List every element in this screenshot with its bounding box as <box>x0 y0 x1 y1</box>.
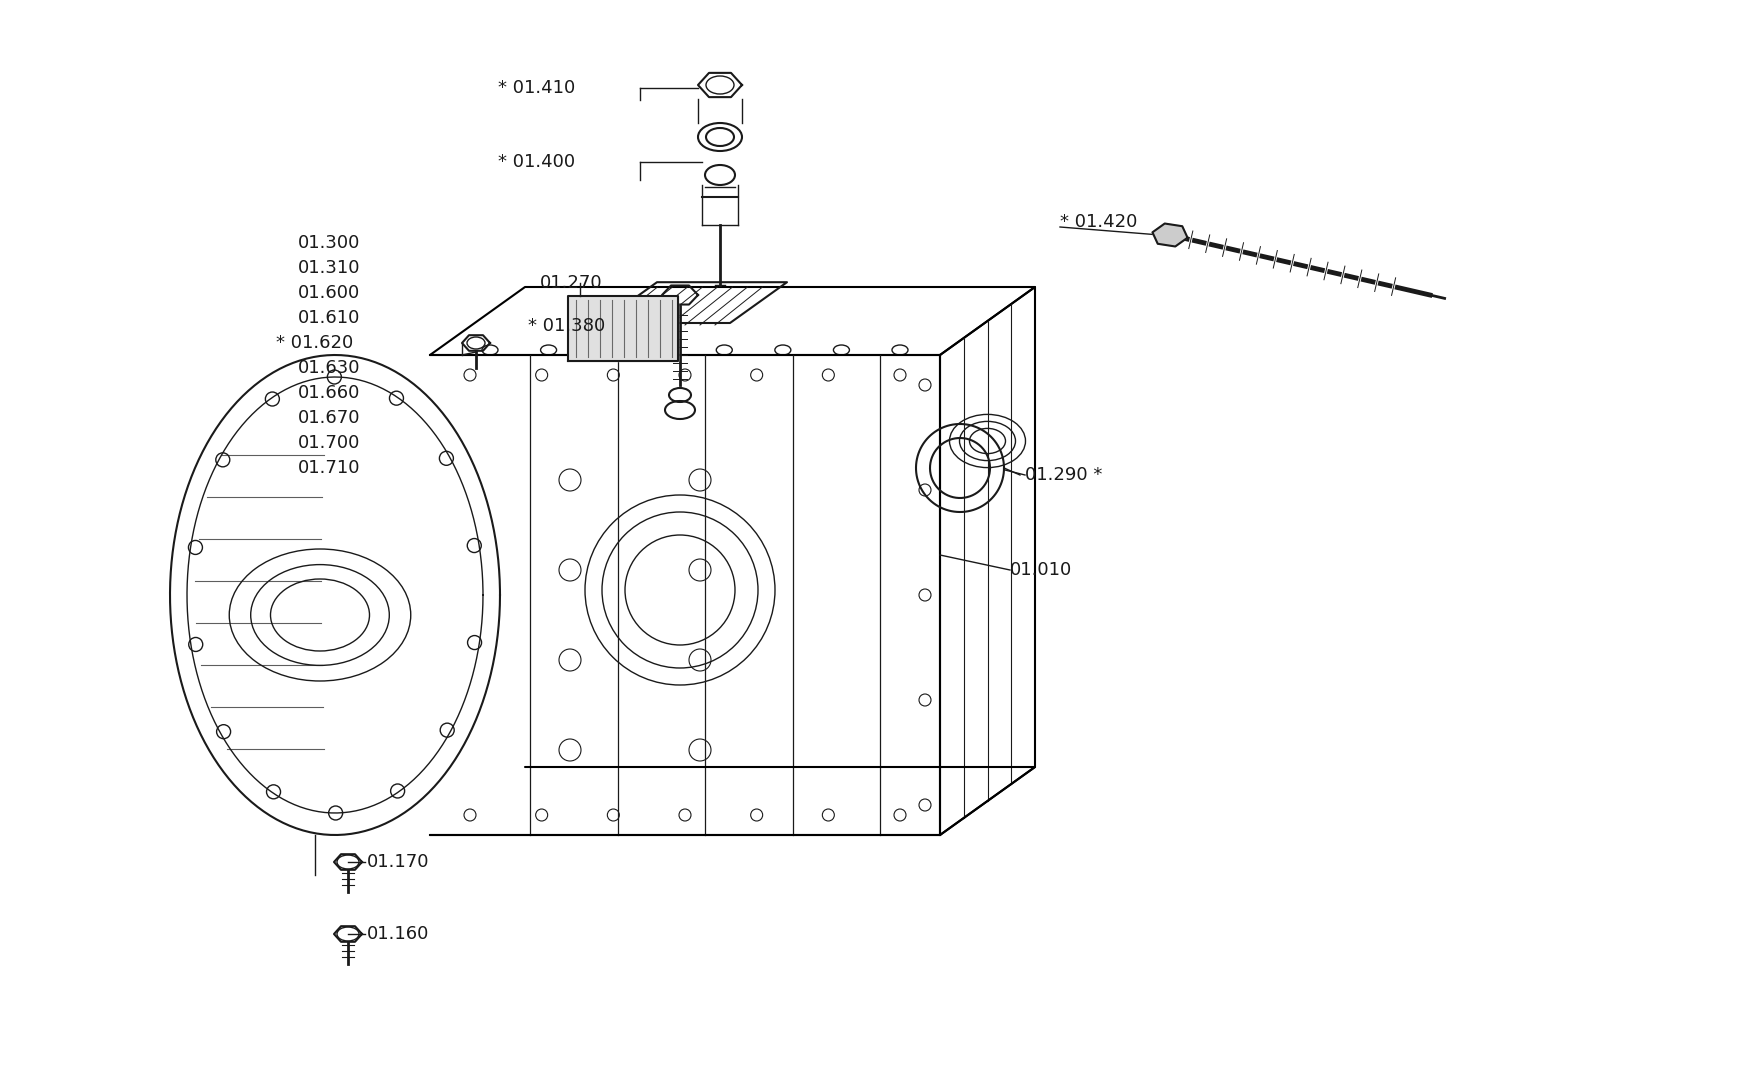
Text: * 01.420: * 01.420 <box>1060 213 1138 231</box>
Text: * 01.410: * 01.410 <box>497 78 576 97</box>
Text: * 01.620: * 01.620 <box>276 334 354 352</box>
Text: 01.270: 01.270 <box>541 274 602 292</box>
Text: 01.670: 01.670 <box>298 409 360 427</box>
Text: 01.290 *: 01.290 * <box>1026 467 1102 484</box>
Text: 01.630: 01.630 <box>298 359 360 377</box>
Text: 01.710: 01.710 <box>298 459 360 477</box>
Text: 01.170: 01.170 <box>368 853 429 871</box>
Text: 01.010: 01.010 <box>1010 561 1073 579</box>
Text: 01.660: 01.660 <box>298 384 360 402</box>
Text: * 01.380: * 01.380 <box>528 317 606 335</box>
Text: 01.310: 01.310 <box>298 259 360 277</box>
Polygon shape <box>569 296 677 361</box>
Polygon shape <box>1153 223 1188 246</box>
Text: 01.300: 01.300 <box>298 234 360 252</box>
Text: * 01.400: * 01.400 <box>499 153 576 171</box>
Text: 01.160: 01.160 <box>368 925 429 943</box>
Text: 01.700: 01.700 <box>298 434 360 452</box>
Text: 01.600: 01.600 <box>298 284 360 302</box>
Text: 01.610: 01.610 <box>298 308 360 327</box>
